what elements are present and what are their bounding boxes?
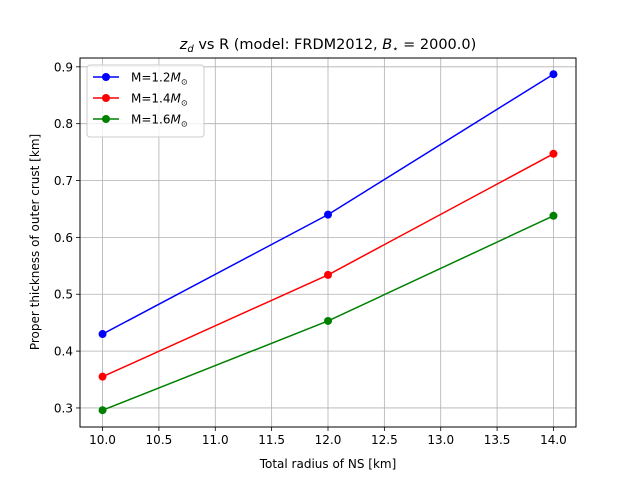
- legend-marker: [102, 115, 110, 123]
- data-point: [549, 149, 558, 158]
- legend-items: M=1.2M⊙ M=1.4M⊙ M=1.6M⊙: [93, 71, 188, 129]
- x-tick-label: 12.5: [371, 433, 398, 447]
- x-tick-label: 10.5: [146, 433, 173, 447]
- x-tick-label: 13.5: [484, 433, 511, 447]
- x-tick-label: 11.0: [202, 433, 229, 447]
- series-lines: [98, 70, 558, 415]
- series-2: [98, 149, 558, 381]
- x-axis-ticks: 10.0 10.5 11.0 11.5 12.0 12.5 13.0 13.5 14.0: [89, 427, 567, 447]
- title-text: vs R (model: FRDM2012,: [194, 37, 383, 53]
- y-axis-ticks: 0.3 0.4 0.5 0.6 0.7 0.8 0.9: [54, 60, 80, 415]
- y-tick-label: 0.8: [54, 117, 73, 131]
- series-3: [98, 211, 558, 415]
- y-axis-label: Proper thickness of outer crust [km]: [28, 134, 42, 350]
- data-point: [324, 316, 332, 325]
- data-point: [98, 372, 107, 381]
- title-b-var: B: [382, 37, 392, 53]
- legend-label: M=1.6M⊙: [131, 113, 188, 129]
- chart-title: zd vs R (model: FRDM2012, B⋆ = 2000.0): [179, 37, 477, 55]
- x-tick-label: 12.0: [315, 433, 342, 447]
- legend-item: M=1.2M⊙: [93, 71, 188, 87]
- x-tick-label: 14.0: [540, 433, 567, 447]
- title-var-sub: d: [187, 44, 194, 55]
- data-point: [549, 70, 558, 79]
- legend-label: M=1.4M⊙: [131, 92, 188, 108]
- y-tick-label: 0.3: [54, 401, 73, 415]
- y-tick-label: 0.4: [54, 345, 73, 359]
- data-point: [324, 210, 332, 219]
- data-point: [549, 211, 558, 220]
- legend-marker: [102, 94, 110, 102]
- x-axis-label: Total radius of NS [km]: [259, 457, 397, 471]
- legend-item: M=1.6M⊙: [93, 113, 188, 129]
- y-tick-label: 0.5: [54, 288, 73, 302]
- y-tick-label: 0.9: [54, 60, 73, 74]
- data-point: [324, 270, 332, 279]
- data-point: [98, 406, 107, 415]
- y-tick-label: 0.6: [54, 231, 73, 245]
- legend-marker: [102, 73, 110, 81]
- data-point: [98, 330, 107, 339]
- legend-label: M=1.2M⊙: [131, 71, 188, 87]
- legend: M=1.2M⊙ M=1.4M⊙ M=1.6M⊙: [86, 64, 205, 138]
- x-tick-label: 11.5: [258, 433, 285, 447]
- y-tick-label: 0.7: [54, 174, 73, 188]
- title-b-sub: ⋆: [392, 44, 398, 55]
- legend-item: M=1.4M⊙: [93, 92, 188, 108]
- series-1: [98, 70, 558, 339]
- title-var: z: [179, 37, 188, 53]
- x-tick-label: 10.0: [89, 433, 116, 447]
- x-tick-label: 13.0: [427, 433, 454, 447]
- title-tail: = 2000.0): [399, 37, 477, 53]
